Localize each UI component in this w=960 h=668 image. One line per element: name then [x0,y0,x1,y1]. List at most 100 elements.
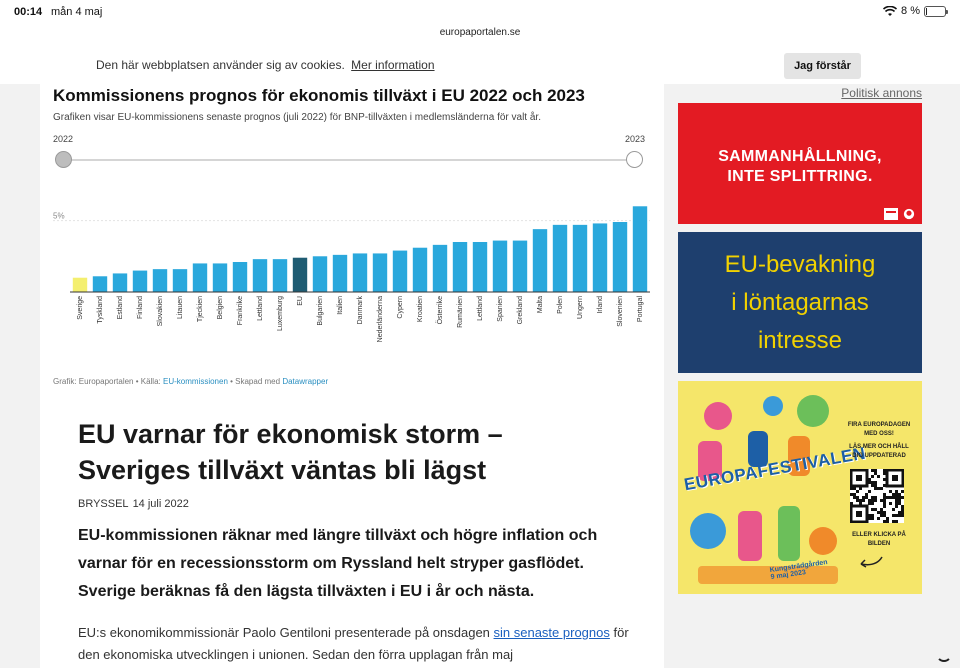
bar-slovakien[interactable] [152,269,168,292]
ad1-line2: INTE SPLITTRING. [727,168,873,185]
bar-frankrike[interactable] [232,262,248,292]
bar-österrike[interactable] [432,244,448,292]
x-tick-label: Litauen [177,296,184,319]
cookie-message: Den här webbplatsen använder sig av cook… [96,58,435,72]
x-tick-label: Irland [597,296,604,314]
bar-rumänien[interactable] [452,242,468,292]
x-tick-label: Rumänien [457,296,464,328]
party-flag-icon [884,208,898,220]
x-tick-label: Danmark [357,296,364,325]
gdp-bar-chart: 5% Sverige Tyskland Estland Finland Slovakien… [53,206,650,342]
x-tick-label: Italien [337,296,344,315]
x-tick-label: Malta [537,296,544,313]
forecast-link[interactable]: sin senaste prognos [493,625,610,640]
slider-track[interactable] [65,159,633,161]
address-bar[interactable]: europaportalen.se [0,24,960,48]
bar-kroatien[interactable] [412,247,428,292]
article-date: 14 juli 2022 [132,498,189,510]
article-dateline: BRYSSEL 14 juli 2022 [78,498,189,510]
x-tick-label: Lettland [257,296,264,321]
bar-grekland[interactable] [512,240,528,292]
x-tick-label: Polen [557,296,564,314]
bar-estland[interactable] [112,273,128,292]
credit-tool-link[interactable]: Datawrapper [282,377,329,386]
x-tick-label: Estland [117,296,124,319]
loading-spinner-icon [936,646,952,662]
x-tick-label: Belgien [217,296,224,319]
bar-slovenien[interactable] [612,222,628,292]
ad2-line1: EU-bevakning [724,251,876,278]
battery-icon [924,5,948,17]
bar-cypern[interactable] [392,250,408,292]
rose-logo-icon [903,208,915,220]
bar-italien[interactable] [332,254,348,292]
ad2-text: EU-bevakning i löntagarnas intresse [678,246,922,360]
bar-eu[interactable] [292,257,308,292]
slider-knob-end[interactable] [626,151,643,168]
url-text[interactable]: europaportalen.se [439,27,521,38]
year-slider[interactable]: 2022 2023 [53,134,645,170]
festival-invite: FIRA EUROPADAGEN MED OSS! [847,422,911,437]
sidebar: Politisk annons SAMMANHÅLLNING, INTE SPL… [670,84,932,668]
ad-europafestivalen[interactable]: EUROPAFESTIVALEN FIRA EUROPADAGEN MED OS… [678,381,922,594]
political-ad-link[interactable]: Politisk annons [841,86,922,100]
x-tick-label: Frankrike [237,296,244,325]
status-bar: 00:14 mån 4 maj 8 % [0,0,960,24]
x-tick-label: Tjeckien [197,296,204,322]
festival-cta: ELLER KLICKA PÅ BILDEN [852,532,906,547]
x-tick-label: EU [297,296,304,306]
body-text-end: för den ekonomiska utvecklingen i unione… [78,625,629,662]
x-tick-label: Portugal [637,296,644,323]
cookie-more-info-link[interactable]: Mer information [351,58,435,72]
x-tick-label: Lettland [477,296,484,321]
ad-eu-bevakning[interactable]: EU-bevakning i löntagarnas intresse [678,232,922,373]
cookie-accept-button[interactable]: Jag förstår [784,53,861,79]
cookie-banner: Den här webbplatsen använder sig av cook… [0,48,960,84]
bar-ungern[interactable] [572,224,588,292]
article-headline: EU varnar för ekonomisk storm – Sveriges… [78,419,503,485]
status-right: 8 % [883,5,948,17]
credit-source-link[interactable]: EU-kommissionen [162,377,228,386]
bar-malta[interactable] [532,229,548,292]
main-content: Kommissionens prognos för ekonomis tillv… [40,84,664,668]
bar-danmark[interactable] [352,253,368,292]
chart-title: Kommissionens prognos för ekonomis tillv… [53,86,585,105]
bar-irland[interactable] [592,223,608,292]
article-location: BRYSSEL [78,498,129,510]
bar-luxemburg[interactable] [272,259,288,292]
ad2-line2: i löntagarnas [731,289,869,316]
bar-belgien[interactable] [212,263,228,292]
x-tick-label: Nederländerna [377,296,384,342]
credit-middle: • Skapad med [230,377,281,386]
bar-lettland[interactable] [252,259,268,292]
ad1-text: SAMMANHÅLLNING, INTE SPLITTRING. [678,147,922,187]
bar-polen[interactable] [552,224,568,292]
bar-nederländerna[interactable] [372,253,388,292]
bar-sverige[interactable] [72,277,88,292]
bar-bulgarien[interactable] [312,256,328,292]
bar-spanien[interactable] [492,240,508,292]
y-tick-label: 5% [53,212,65,221]
bar-lettland[interactable] [472,242,488,292]
x-tick-label: Kroatien [417,296,424,322]
chart-subtitle: Grafiken visar EU-kommissionens senaste … [53,112,541,123]
curved-arrow-icon [860,556,883,568]
x-tick-label: Grekland [517,296,524,325]
slider-start-label: 2022 [53,134,74,144]
wifi-icon [883,5,898,16]
slider-knob-start[interactable] [55,151,72,168]
bar-litauen[interactable] [172,269,188,292]
bar-portugal[interactable] [632,206,648,292]
bar-tyskland[interactable] [92,276,108,292]
x-tick-label: Finland [137,296,144,319]
status-time: 00:14 [14,6,43,18]
x-tick-label: Sverige [77,296,84,320]
ad-sammanhallning[interactable]: SAMMANHÅLLNING, INTE SPLITTRING. [678,103,922,224]
x-tick-label: Slovenien [617,296,624,327]
x-tick-label: Ungern [577,296,584,319]
cookie-message-text: Den här webbplatsen använder sig av cook… [96,58,345,72]
bar-tjeckien[interactable] [192,263,208,292]
bar-finland[interactable] [132,270,148,292]
x-tick-label: Cypern [397,296,404,319]
